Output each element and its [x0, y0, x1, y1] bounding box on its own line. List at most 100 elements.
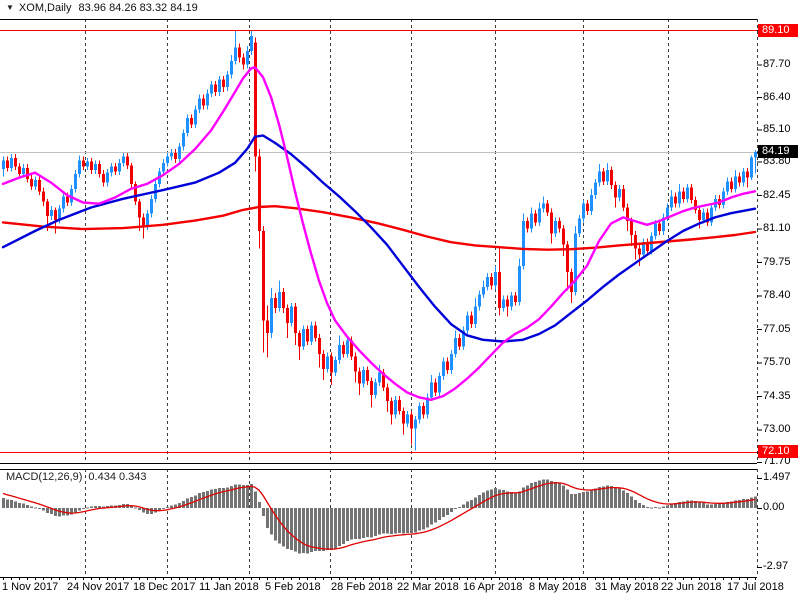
candle-body: [398, 399, 401, 411]
candle-body: [326, 356, 329, 369]
candle-body: [162, 162, 165, 172]
candle-body: [702, 212, 705, 220]
macd-histogram-bar: [326, 507, 329, 551]
candle-body: [514, 295, 517, 302]
macd-histogram-bar: [534, 481, 537, 508]
candle-body: [550, 212, 553, 234]
macd-histogram-bar: [18, 502, 21, 508]
candle-body: [666, 207, 669, 218]
candle-body: [454, 337, 457, 354]
candle-body: [682, 191, 685, 199]
macd-histogram-bar: [314, 507, 317, 551]
candle-body: [410, 414, 413, 429]
macd-histogram-bar: [242, 484, 245, 508]
candle-body: [414, 419, 417, 429]
macd-histogram-bar: [466, 501, 469, 508]
macd-histogram-bar: [90, 506, 93, 508]
candle-body: [642, 242, 645, 255]
candle-body: [734, 176, 737, 189]
macd-histogram-bar: [318, 507, 321, 551]
ma-magenta-line: [1, 66, 757, 401]
macd-histogram-bar: [590, 490, 593, 508]
candle-body: [354, 356, 357, 372]
candle-body: [126, 156, 129, 166]
macd-histogram-bar: [346, 507, 349, 542]
macd-histogram-bar: [586, 491, 589, 508]
date-tick-label: 24 Nov 2017: [67, 581, 130, 593]
macd-histogram-bar: [702, 503, 705, 508]
macd-histogram-bar: [234, 484, 237, 508]
candle-body: [630, 221, 633, 235]
macd-histogram-bar: [330, 507, 333, 550]
candle-body: [86, 161, 89, 167]
macd-histogram-bar: [2, 498, 5, 508]
date-tick-label: 11 Jan 2018: [199, 581, 259, 593]
macd-histogram-bar: [710, 504, 713, 508]
candle-body: [66, 196, 69, 203]
macd-histogram-bar: [402, 507, 405, 534]
macd-histogram-bar: [98, 505, 101, 508]
candle-body: [742, 171, 745, 183]
candle-body: [390, 401, 393, 415]
macd-histogram-bar: [542, 479, 545, 508]
macd-histogram-bar: [598, 486, 601, 508]
macd-histogram-bar: [498, 489, 501, 508]
macd-histogram-bar: [382, 507, 385, 534]
collapse-triangle-icon[interactable]: ▼: [6, 3, 14, 12]
candle-body: [30, 178, 33, 187]
macd-histogram-bar: [142, 507, 145, 513]
candle-body: [194, 109, 197, 125]
candle-body: [394, 399, 397, 415]
macd-histogram-bar: [634, 499, 637, 508]
macd-histogram-bar: [414, 507, 417, 533]
candle-body: [402, 410, 405, 424]
candle-body: [222, 79, 225, 88]
candle-body: [338, 345, 341, 361]
macd-histogram-bar: [262, 507, 265, 517]
macd-histogram-bar: [30, 506, 33, 508]
macd-histogram-bar: [58, 507, 61, 517]
candle-body: [738, 176, 741, 183]
macd-histogram-bar: [70, 507, 73, 515]
candle-body: [426, 397, 429, 415]
candle-body: [294, 306, 297, 333]
macd-histogram-bar: [706, 504, 709, 508]
macd-histogram-bar: [658, 507, 661, 509]
macd-label: MACD(12,26,9): [6, 471, 83, 483]
candle-body: [462, 330, 465, 347]
macd-histogram-bar: [718, 503, 721, 508]
level-price-label: 89.10: [758, 23, 798, 37]
macd-histogram-bar: [726, 501, 729, 508]
macd-histogram-bar: [310, 507, 313, 552]
candle-body: [654, 223, 657, 237]
candle-body: [346, 340, 349, 354]
candle-body: [314, 325, 317, 338]
candle-body: [286, 307, 289, 323]
macd-histogram-bar: [210, 489, 213, 508]
macd-histogram-bar: [682, 501, 685, 508]
candle-body: [266, 320, 269, 333]
macd-histogram-bar: [494, 488, 497, 508]
candle-body: [382, 372, 385, 388]
candle-body: [610, 170, 613, 186]
price-tick-label: 77.05: [763, 322, 791, 335]
candle-body: [546, 203, 549, 213]
candle-body: [198, 98, 201, 110]
time-axis[interactable]: 1 Nov 2017 24 Nov 2017 18 Dec 2017 11 Jan 2…: [0, 578, 800, 600]
candle-body: [178, 146, 181, 160]
macd-histogram-bar: [610, 486, 613, 508]
price-axis[interactable]: 87.70 86.40 85.10 83.80 82.45 81.10 79.75 78.40…: [757, 0, 800, 577]
macd-histogram-bar: [418, 507, 421, 531]
macd-histogram-bar: [626, 493, 629, 508]
macd-histogram-bar: [366, 507, 369, 538]
macd-histogram-bar: [654, 507, 657, 509]
macd-histogram-bar: [666, 505, 669, 508]
macd-histogram-bar: [166, 507, 169, 509]
candle-body: [486, 276, 489, 287]
candle-body: [634, 234, 637, 249]
candle-body: [278, 291, 281, 308]
date-tick-label: 8 May 2018: [529, 581, 587, 593]
macd-histogram-bar: [134, 507, 137, 509]
